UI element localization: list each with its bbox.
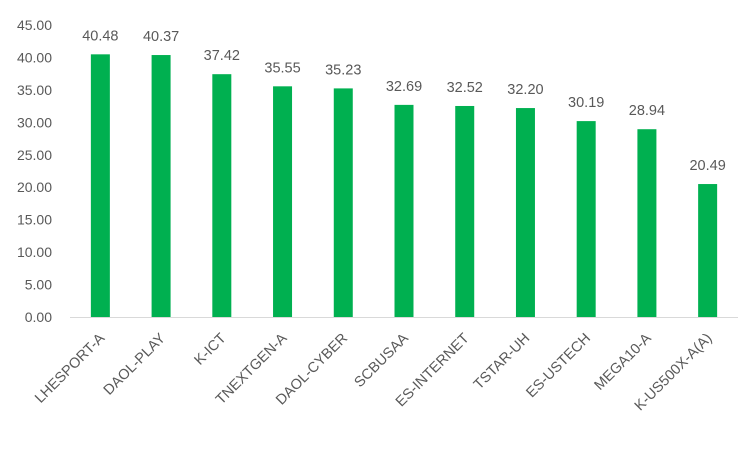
- data-label: 40.48: [82, 28, 118, 44]
- bar: [394, 104, 414, 317]
- y-tick-label: 45.00: [17, 17, 52, 33]
- y-tick-label: 35.00: [17, 82, 52, 98]
- data-label: 20.49: [689, 158, 725, 174]
- bar: [90, 54, 110, 318]
- y-tick-label: 10.00: [17, 244, 52, 260]
- data-label: 32.20: [507, 82, 543, 98]
- data-label: 37.42: [204, 48, 240, 64]
- data-label: 35.23: [325, 62, 361, 78]
- category-label: DAOL-PLAY: [101, 330, 169, 398]
- data-labels-group: 40.48 40.37 37.42 35.55 35.23 32.69 32.52 32.20…: [82, 28, 726, 174]
- y-tick-label: 25.00: [17, 147, 52, 163]
- bar: [576, 121, 596, 318]
- y-tick-label: 5.00: [25, 277, 52, 293]
- bar: [455, 105, 475, 318]
- y-tick-label: 15.00: [17, 212, 52, 228]
- category-label: K-ICT: [192, 330, 230, 368]
- bar: [212, 74, 232, 317]
- data-label: 35.55: [264, 60, 300, 76]
- data-label: 30.19: [568, 95, 604, 111]
- y-axis: 0.00 5.00 10.00 15.00 20.00 25.00 30.00 35.00 40…: [17, 17, 52, 325]
- bar: [698, 184, 718, 317]
- y-tick-label: 20.00: [17, 179, 52, 195]
- category-label: SCBUSAA: [352, 330, 413, 391]
- bar: [333, 88, 353, 317]
- bars-group: [90, 54, 718, 318]
- category-label: TSTAR-UH: [471, 331, 533, 393]
- y-tick-label: 0.00: [25, 309, 52, 325]
- category-label: ES-USTECH: [523, 331, 594, 402]
- category-label: LHESPORT-A: [32, 330, 108, 406]
- data-label: 40.37: [143, 29, 179, 45]
- bar: [515, 108, 535, 318]
- data-label: 32.69: [386, 79, 422, 95]
- data-label: 28.94: [629, 103, 665, 119]
- y-tick-label: 30.00: [17, 114, 52, 130]
- data-label: 32.52: [447, 80, 483, 96]
- bar: [637, 129, 657, 317]
- bar: [273, 86, 293, 317]
- y-tick-label: 40.00: [17, 49, 52, 65]
- category-label: MEGA10-A: [592, 330, 655, 393]
- bar: [151, 55, 171, 318]
